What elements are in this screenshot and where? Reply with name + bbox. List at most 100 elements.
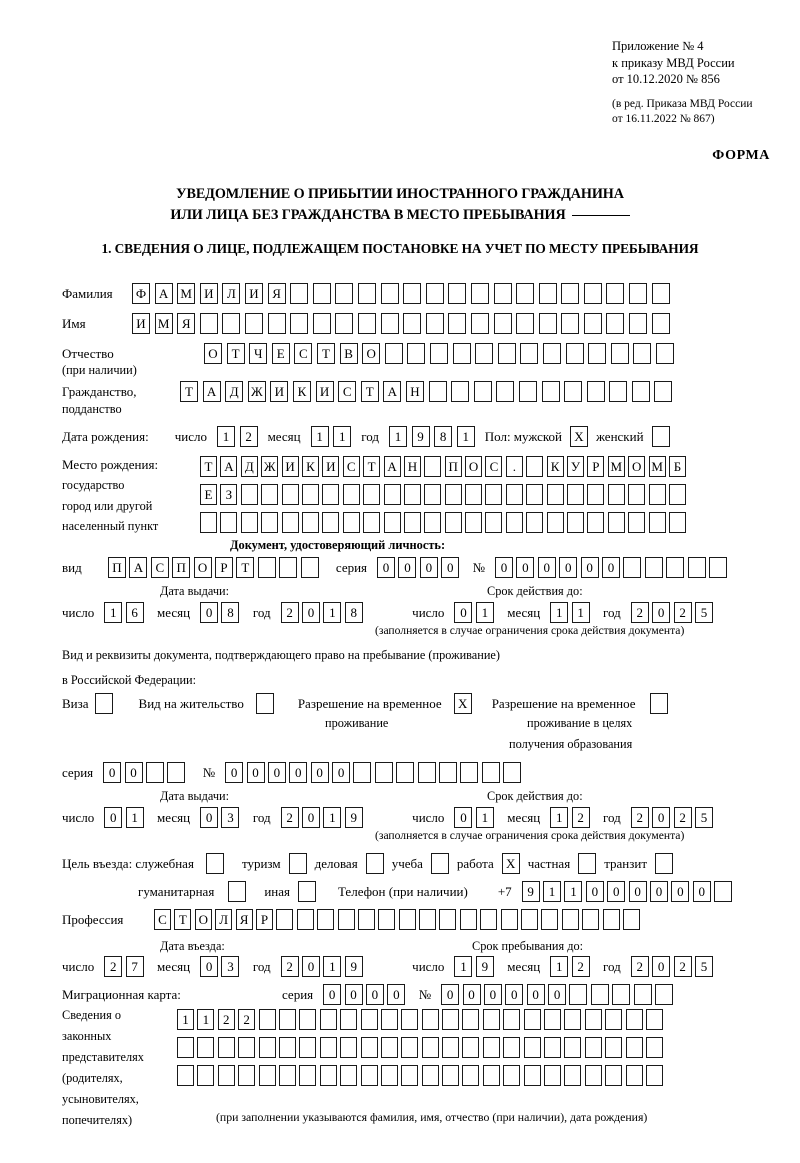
char-cell[interactable]: 3 [221, 956, 240, 977]
char-cell[interactable]: 2 [630, 956, 649, 977]
char-cell[interactable] [628, 484, 646, 505]
char-cell[interactable] [520, 343, 539, 364]
char-cell[interactable]: Р [587, 456, 605, 477]
char-cell[interactable]: 5 [694, 956, 713, 977]
char-cell[interactable] [380, 1037, 398, 1058]
purpose-study-checkbox[interactable] [430, 853, 449, 874]
char-cell[interactable]: Ф [132, 283, 150, 304]
char-cell[interactable] [587, 512, 605, 533]
char-cell[interactable] [380, 1009, 398, 1030]
char-cell[interactable]: 0 [302, 602, 320, 623]
char-cell[interactable]: 0 [267, 762, 286, 783]
char-cell[interactable]: 1 [216, 426, 235, 447]
permit-education-checkbox[interactable] [649, 693, 668, 714]
char-cell[interactable]: Е [271, 343, 290, 364]
char-cell[interactable]: Н [403, 456, 421, 477]
char-cell[interactable] [497, 343, 516, 364]
char-cell[interactable]: 1 [475, 602, 494, 623]
char-cell[interactable] [567, 484, 585, 505]
char-cell[interactable]: О [193, 557, 212, 578]
char-cell[interactable]: 8 [344, 602, 363, 623]
char-cell[interactable] [424, 512, 442, 533]
char-cell[interactable] [197, 1065, 215, 1086]
char-cell[interactable]: 0 [103, 762, 122, 783]
char-cell[interactable] [645, 1009, 663, 1030]
char-cell[interactable]: У [567, 456, 585, 477]
char-cell[interactable] [708, 557, 727, 578]
char-cell[interactable] [384, 343, 403, 364]
char-cell[interactable]: С [294, 343, 313, 364]
char-cell[interactable] [200, 512, 217, 533]
char-cell[interactable]: И [281, 456, 299, 477]
char-cell[interactable] [448, 313, 467, 334]
char-cell[interactable]: 0 [441, 984, 460, 1005]
char-cell[interactable] [403, 283, 422, 304]
char-cell[interactable] [587, 484, 605, 505]
char-cell[interactable] [583, 313, 602, 334]
char-cell[interactable]: 0 [310, 762, 329, 783]
char-cell[interactable] [496, 381, 515, 402]
char-cell[interactable]: Т [200, 456, 217, 477]
char-cell[interactable]: О [465, 456, 483, 477]
char-cell[interactable] [360, 1037, 378, 1058]
char-cell[interactable] [505, 484, 523, 505]
char-cell[interactable] [482, 1065, 500, 1086]
char-cell[interactable] [442, 1065, 460, 1086]
char-cell[interactable] [425, 313, 444, 334]
char-cell[interactable] [542, 343, 561, 364]
char-cell[interactable]: 0 [580, 557, 599, 578]
char-cell[interactable]: 5 [694, 807, 713, 828]
char-cell[interactable]: Ч [249, 343, 268, 364]
char-cell[interactable]: 0 [585, 881, 604, 902]
char-cell[interactable]: 0 [454, 807, 473, 828]
char-cell[interactable] [276, 909, 294, 930]
char-cell[interactable] [444, 512, 462, 533]
char-cell[interactable] [546, 484, 564, 505]
char-cell[interactable] [424, 456, 442, 477]
char-cell[interactable]: М [607, 456, 625, 477]
char-cell[interactable] [442, 1037, 460, 1058]
char-cell[interactable] [526, 512, 544, 533]
purpose-other-checkbox[interactable] [297, 881, 316, 902]
char-cell[interactable]: Е [200, 484, 217, 505]
char-cell[interactable]: А [220, 456, 238, 477]
birthplace-input-row-3[interactable] [200, 512, 689, 533]
char-cell[interactable]: 8 [434, 426, 453, 447]
char-cell[interactable]: Т [363, 456, 381, 477]
char-cell[interactable]: Т [236, 557, 255, 578]
char-cell[interactable]: А [383, 456, 401, 477]
char-cell[interactable]: 0 [671, 881, 690, 902]
char-cell[interactable] [145, 762, 164, 783]
char-cell[interactable] [258, 1009, 276, 1030]
char-cell[interactable] [357, 909, 375, 930]
char-cell[interactable] [606, 283, 625, 304]
char-cell[interactable] [421, 1037, 439, 1058]
char-cell[interactable] [493, 313, 512, 334]
char-cell[interactable] [401, 1037, 419, 1058]
char-cell[interactable]: А [383, 381, 402, 402]
char-cell[interactable] [583, 283, 602, 304]
char-cell[interactable] [442, 1009, 460, 1030]
char-cell[interactable]: 0 [387, 984, 406, 1005]
char-cell[interactable] [425, 283, 444, 304]
char-cell[interactable]: 1 [125, 807, 144, 828]
char-cell[interactable]: 0 [505, 984, 524, 1005]
char-cell[interactable]: П [172, 557, 191, 578]
purpose-transit-checkbox[interactable] [655, 853, 674, 874]
char-cell[interactable]: 0 [483, 984, 502, 1005]
char-cell[interactable] [518, 381, 537, 402]
char-cell[interactable]: 1 [475, 807, 494, 828]
